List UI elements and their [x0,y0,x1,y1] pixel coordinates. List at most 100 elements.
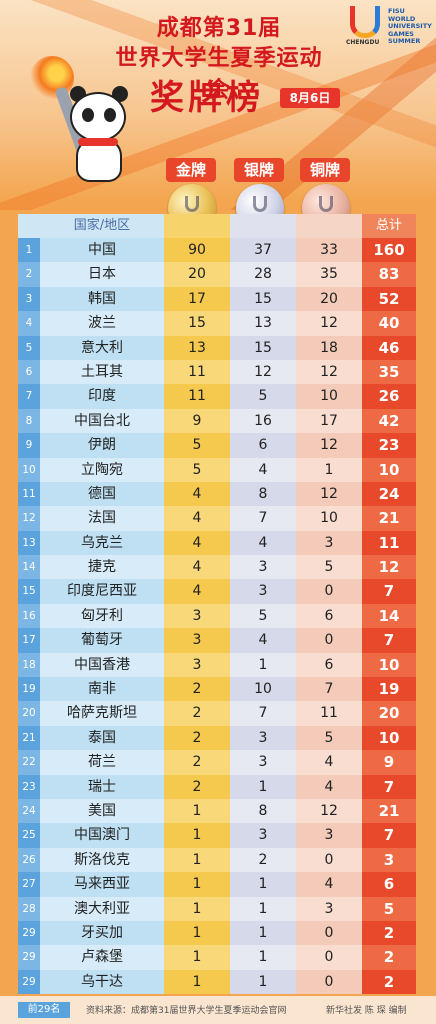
cell-gold: 4 [192,485,202,502]
cell-bronze: 35 [320,266,338,283]
cell-total: 3 [383,850,395,869]
cell-bronze: 12 [320,363,338,380]
cell-rank: 22 [22,756,36,769]
cell-bronze: 12 [320,802,338,819]
cell-country: 波兰 [88,315,116,332]
cell-rank: 29 [22,926,36,939]
cell-gold: 17 [188,290,206,307]
cell-gold: 90 [188,242,206,258]
cell-total: 9 [383,753,395,772]
cell-total: 20 [378,704,400,723]
cell-silver: 6 [258,437,268,454]
cell-rank: 16 [22,609,36,622]
cell-gold: 2 [192,778,202,795]
cell-country: 乌干达 [81,973,123,990]
credit-note: 新华社发 陈 琛 编制 [326,1006,407,1016]
footer: 前29名 资料来源：成都第31届世界大学生夏季运动会官网 新华社发 陈 琛 编制 [0,996,436,1024]
cell-country: 意大利 [81,339,123,356]
cell-rank: 4 [25,317,33,330]
cell-rank: 29 [22,975,36,988]
cell-rank: 5 [25,341,33,354]
cell-rank: 13 [22,536,36,549]
table-row: 4 波兰 15 13 12 40 [18,311,416,336]
cell-bronze: 12 [320,437,338,454]
cell-silver: 5 [258,607,268,624]
header-country: 国家/地区 [73,218,131,233]
cell-silver: 3 [258,754,268,771]
cell-rank: 27 [22,878,36,891]
cell-bronze: 33 [320,242,338,258]
cell-silver: 37 [254,242,272,258]
cell-rank: 15 [22,585,36,598]
cell-silver: 15 [254,290,272,307]
top-rank-tag: 前29名 [18,1002,70,1018]
cell-gold: 4 [192,559,202,576]
cell-total: 35 [378,362,400,381]
cell-total: 7 [383,582,395,601]
table-row: 5 意大利 13 15 18 46 [18,335,416,360]
table-row: 20 哈萨克斯坦 2 7 11 20 [18,701,416,726]
cell-country: 斯洛伐克 [74,851,130,868]
cell-total: 2 [383,972,395,991]
cell-silver: 7 [258,705,268,722]
cell-total: 7 [383,826,395,845]
cell-country: 德国 [88,485,116,502]
cell-total: 5 [383,899,395,918]
cell-country: 印度尼西亚 [67,583,137,600]
cell-country: 荷兰 [88,754,116,771]
cell-bronze: 6 [324,656,334,673]
cell-bronze: 5 [324,559,334,576]
table-row: 7 印度 11 5 10 26 [18,384,416,409]
cell-bronze: 3 [324,534,334,551]
fisu-line: UNIVERSITY [388,22,432,30]
cell-bronze: 3 [324,900,334,917]
cell-silver: 1 [258,778,268,795]
table-row: 26 斯洛伐克 1 2 0 3 [18,847,416,873]
cell-total: 11 [378,533,400,552]
cell-bronze: 0 [324,851,334,868]
cell-bronze: 20 [320,290,338,307]
cell-total: 10 [378,655,400,674]
title-line-1: 成都第31届 [156,16,282,41]
cell-silver: 3 [258,559,268,576]
cell-gold: 3 [192,632,202,649]
cell-bronze: 0 [324,583,334,600]
cell-rank: 11 [22,487,36,500]
cell-bronze: 0 [324,949,334,966]
cell-country: 法国 [88,510,116,527]
cell-gold: 3 [192,607,202,624]
cell-silver: 1 [258,924,268,941]
cell-rank: 20 [22,707,36,720]
cell-gold: 1 [192,949,202,966]
cell-rank: 28 [22,902,36,915]
cell-total: 7 [383,777,395,796]
cell-gold: 4 [192,510,202,527]
cell-country: 泰国 [88,729,116,746]
cell-country: 澳大利亚 [74,900,130,917]
medal-table: 国家/地区 总计 1 中国 90 37 33 160 2 日本 20 28 35 83 3 韩国 17 15 2… [18,214,416,995]
table-row: 24 美国 1 8 12 21 [18,798,416,824]
cell-silver: 4 [258,632,268,649]
cell-gold: 1 [192,924,202,941]
cell-bronze: 0 [324,924,334,941]
cell-gold: 1 [192,876,202,893]
cell-country: 韩国 [88,290,116,307]
cell-gold: 2 [192,729,202,746]
cell-total: 21 [378,801,400,820]
cell-rank: 23 [22,780,36,793]
medal-labels: 金牌 银牌 铜牌 [166,158,366,184]
cell-silver: 16 [254,412,272,429]
cell-silver: 1 [258,900,268,917]
source-note: 资料来源：成都第31届世界大学生夏季运动会官网 [86,1006,287,1016]
cell-country: 南非 [88,681,116,698]
cell-total: 52 [378,289,400,308]
cell-bronze: 1 [324,461,334,478]
table-row: 11 德国 4 8 12 24 [18,481,416,507]
cell-country: 日本 [88,266,116,283]
cell-rank: 26 [22,853,36,866]
cell-total: 19 [378,680,400,699]
cell-total: 12 [378,558,400,577]
cell-country: 葡萄牙 [81,632,123,649]
games-logo: CHENGDU FISU WORLD UNIVERSITY GAMES SUMM… [346,6,434,50]
cell-bronze: 4 [324,778,334,795]
